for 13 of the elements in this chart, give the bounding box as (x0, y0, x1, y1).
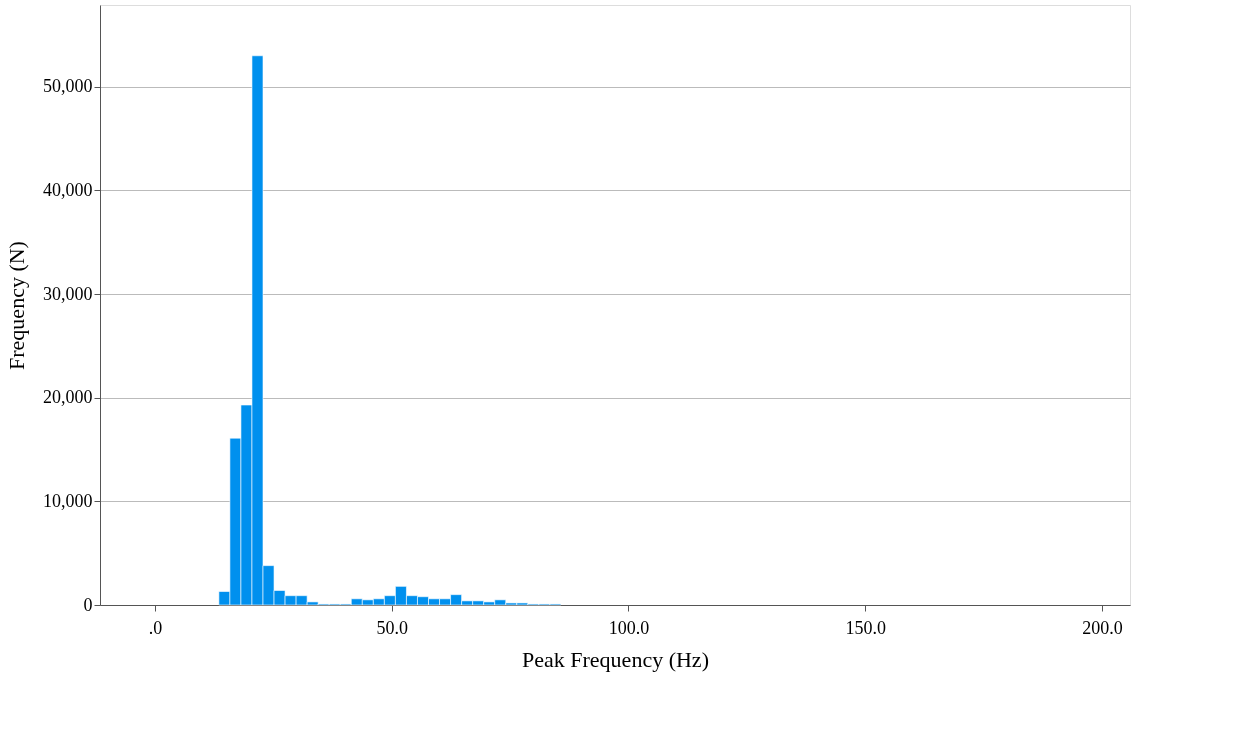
x-tick-label: 100.0 (608, 617, 650, 638)
y-tick-label: 40,000 (43, 179, 93, 200)
y-tick-label: 10,000 (43, 490, 93, 511)
y-tick-label: 0 (83, 594, 93, 615)
y-axis-title: Frequency (N) (4, 241, 29, 370)
y-tick-label: 50,000 (43, 76, 93, 97)
x-tick-label: 200.0 (1082, 617, 1123, 638)
y-tick-label: 20,000 (43, 387, 93, 408)
x-axis-title: Peak Frequency (Hz) (522, 646, 709, 672)
x-tick-label: 150.0 (845, 617, 887, 638)
x-tick-label: 50.0 (376, 617, 408, 638)
x-tick-label: .0 (148, 617, 163, 638)
y-tick-label: 30,000 (43, 283, 93, 304)
